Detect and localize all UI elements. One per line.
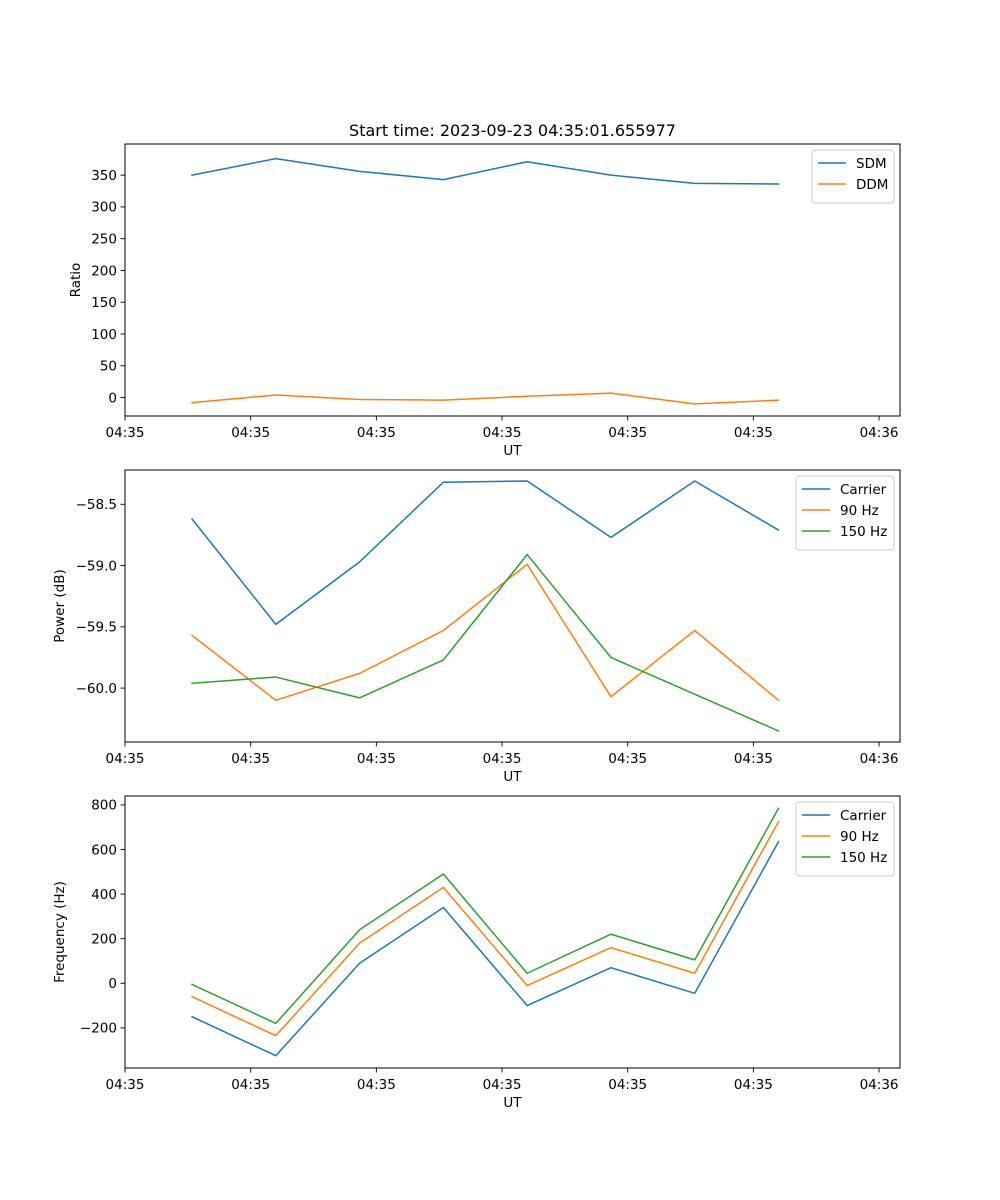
x-tick-label: 04:36 <box>860 751 899 767</box>
series-line-carrier <box>191 840 780 1057</box>
x-tick-label: 04:35 <box>483 425 522 441</box>
legend: Carrier 90 Hz 150 Hz <box>795 475 895 551</box>
y-tick-label: 50 <box>100 359 117 375</box>
y-tick-label: 250 <box>91 231 117 247</box>
chart-title: Start time: 2023-09-23 04:35:01.655977 <box>349 121 676 140</box>
x-tick-label: 04:35 <box>608 751 647 767</box>
y-tick-label: 200 <box>91 263 117 279</box>
x-tick-label: 04:35 <box>734 1077 773 1093</box>
y-tick-label: 150 <box>91 295 117 311</box>
legend-label: Carrier <box>840 482 887 498</box>
y-tick-label: 100 <box>91 327 117 343</box>
x-tick-label: 04:35 <box>483 1077 522 1093</box>
ratio-panel-series <box>191 157 780 405</box>
series-line-carrier <box>190 480 780 626</box>
x-tick-label: 04:35 <box>106 425 145 441</box>
y-tick-label: −58.5 <box>76 497 117 513</box>
power-panel-series <box>190 480 780 732</box>
power-panel-frame <box>124 469 901 743</box>
y-axis-label: Frequency (Hz) <box>52 881 68 983</box>
x-tick-label: 04:35 <box>357 1077 396 1093</box>
legend-label: Carrier <box>840 808 887 824</box>
x-axis-label: UT <box>503 1095 522 1111</box>
ratio-panel-frame <box>124 143 901 417</box>
x-tick-label: 04:35 <box>106 751 145 767</box>
legend-label: 90 Hz <box>840 829 879 845</box>
x-tick-label: 04:36 <box>860 425 899 441</box>
frequency-panel-frame <box>124 795 901 1069</box>
power-panel: 04:35 04:35 04:35 04:35 04:35 04:35 04:36 −60.0… <box>52 469 901 785</box>
y-tick-label: −200 <box>80 1021 117 1037</box>
y-tick-label: −60.0 <box>76 681 117 697</box>
chart-root: 04:35 04:35 04:35 04:35 04:35 04:35 04:36 0 50 10… <box>52 121 901 1111</box>
x-axis-label: UT <box>503 769 522 785</box>
x-tick-label: 04:35 <box>734 425 773 441</box>
legend-label: SDM <box>856 156 887 172</box>
series-line-150-hz <box>191 807 780 1025</box>
y-tick-label: −59.5 <box>76 620 117 636</box>
series-line-90-hz <box>190 563 780 702</box>
x-tick-label: 04:35 <box>483 751 522 767</box>
y-tick-label: 300 <box>91 200 117 216</box>
y-tick-label: 0 <box>108 390 117 406</box>
y-tick-label: 200 <box>91 931 117 947</box>
legend-label: DDM <box>856 177 888 193</box>
x-tick-label: 04:35 <box>231 751 270 767</box>
frequency-panel-series <box>191 807 780 1057</box>
x-tick-label: 04:36 <box>860 1077 899 1093</box>
y-tick-label: −59.0 <box>76 558 117 574</box>
y-tick-label: 350 <box>91 168 117 184</box>
x-tick-label: 04:35 <box>106 1077 145 1093</box>
x-tick-label: 04:35 <box>357 751 396 767</box>
ratio-panel: 04:35 04:35 04:35 04:35 04:35 04:35 04:36 0 50 10… <box>68 121 901 459</box>
series-line-ddm <box>191 392 780 405</box>
x-tick-label: 04:35 <box>734 751 773 767</box>
legend: Carrier 90 Hz 150 Hz <box>795 801 895 877</box>
x-tick-label: 04:35 <box>231 425 270 441</box>
x-axis-label: UT <box>503 443 522 459</box>
legend-label: 150 Hz <box>840 850 887 866</box>
y-tick-label: 800 <box>91 798 117 814</box>
y-tick-label: 600 <box>91 842 117 858</box>
series-line-90-hz <box>191 820 780 1037</box>
legend-label: 150 Hz <box>840 524 887 540</box>
y-tick-label: 400 <box>91 887 117 903</box>
legend: SDM DDM <box>811 149 895 204</box>
series-line-sdm <box>191 157 780 185</box>
y-axis-label: Power (dB) <box>52 569 68 642</box>
frequency-panel: 04:35 04:35 04:35 04:35 04:35 04:35 04:36 −200 0… <box>52 795 901 1111</box>
y-tick-label: 0 <box>108 976 117 992</box>
x-tick-label: 04:35 <box>608 425 647 441</box>
series-line-150-hz <box>191 553 780 732</box>
x-tick-label: 04:35 <box>357 425 396 441</box>
y-axis-label: Ratio <box>68 263 84 298</box>
legend-label: 90 Hz <box>840 503 879 519</box>
x-tick-label: 04:35 <box>608 1077 647 1093</box>
x-tick-label: 04:35 <box>231 1077 270 1093</box>
